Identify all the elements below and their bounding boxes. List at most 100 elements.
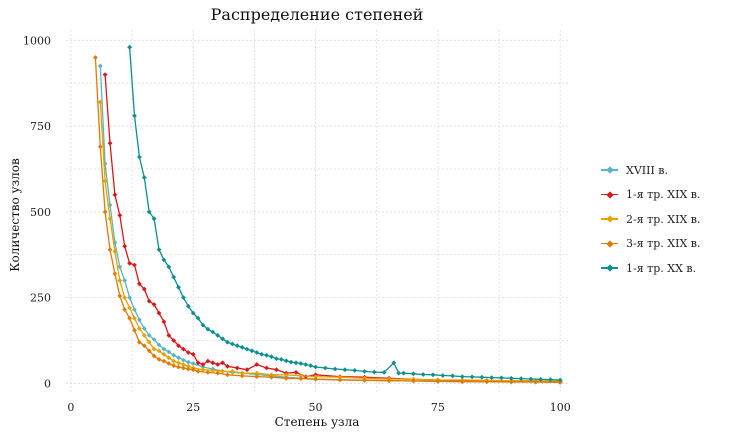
data-point bbox=[430, 372, 436, 378]
data-point bbox=[107, 216, 113, 222]
data-point bbox=[161, 257, 167, 263]
data-point bbox=[137, 281, 142, 287]
data-point bbox=[205, 370, 211, 375]
data-point bbox=[293, 370, 299, 375]
data-point bbox=[435, 379, 441, 384]
data-point bbox=[396, 370, 402, 376]
data-point bbox=[181, 357, 186, 363]
x-tick-label: 75 bbox=[431, 401, 445, 414]
data-point bbox=[141, 326, 147, 331]
data-point bbox=[146, 348, 152, 354]
data-point bbox=[107, 247, 113, 252]
data-point bbox=[200, 322, 206, 328]
data-point bbox=[220, 369, 225, 374]
legend-item: 2-я тр. XIX в. bbox=[601, 207, 731, 232]
data-point bbox=[283, 358, 289, 364]
data-point bbox=[185, 359, 191, 365]
data-point bbox=[269, 374, 274, 380]
data-point bbox=[151, 353, 157, 359]
legend-label: 2-я тр. XIX в. bbox=[626, 212, 701, 226]
data-point bbox=[127, 260, 132, 266]
legend-swatch bbox=[601, 165, 618, 175]
series-layer bbox=[93, 44, 563, 385]
data-point bbox=[220, 360, 225, 366]
data-point bbox=[548, 377, 553, 382]
data-point bbox=[112, 248, 118, 254]
data-point bbox=[254, 362, 260, 367]
data-point bbox=[161, 358, 167, 364]
legend-swatch bbox=[601, 190, 618, 200]
data-point bbox=[332, 366, 338, 372]
series-line bbox=[99, 102, 561, 382]
data-point bbox=[499, 375, 504, 381]
x-tick-label: 0 bbox=[67, 401, 74, 414]
data-point bbox=[303, 362, 309, 367]
data-point bbox=[146, 209, 152, 215]
data-point bbox=[298, 376, 304, 381]
data-point bbox=[264, 352, 269, 358]
data-point bbox=[181, 362, 186, 367]
data-point bbox=[137, 317, 142, 323]
data-point bbox=[185, 350, 191, 355]
data-point bbox=[151, 337, 157, 342]
data-point bbox=[171, 274, 177, 280]
data-point bbox=[386, 378, 392, 384]
legend-item: 1-я тр. XIX в. bbox=[601, 183, 731, 208]
grid-lines bbox=[66, 30, 570, 392]
series-group bbox=[97, 99, 563, 384]
legend-item: XVIII в. bbox=[601, 158, 731, 183]
data-point bbox=[127, 295, 132, 300]
data-point bbox=[371, 369, 377, 375]
y-tick-label: 0 bbox=[44, 377, 51, 390]
data-point bbox=[215, 370, 221, 376]
data-point bbox=[313, 364, 318, 370]
data-point bbox=[278, 357, 284, 362]
legend-swatch bbox=[601, 263, 618, 273]
x-tick-label: 100 bbox=[550, 401, 571, 414]
data-point bbox=[489, 375, 495, 380]
data-point bbox=[259, 351, 265, 357]
data-point bbox=[117, 278, 123, 283]
data-point bbox=[254, 374, 260, 379]
legend-label: 1-я тр. XIX в. bbox=[626, 188, 701, 202]
data-point bbox=[274, 356, 279, 362]
data-point bbox=[244, 367, 250, 373]
data-point bbox=[401, 370, 406, 376]
data-point bbox=[112, 192, 118, 198]
data-point bbox=[313, 374, 318, 379]
data-point bbox=[141, 333, 147, 338]
data-point bbox=[156, 357, 162, 362]
data-point bbox=[132, 113, 137, 119]
data-point bbox=[127, 305, 132, 311]
series-line bbox=[104, 74, 561, 383]
data-point bbox=[308, 363, 314, 368]
data-point bbox=[117, 264, 123, 270]
data-point bbox=[200, 364, 206, 370]
data-point bbox=[127, 315, 132, 321]
data-point bbox=[469, 374, 475, 380]
data-point bbox=[195, 360, 201, 366]
data-point bbox=[205, 358, 211, 364]
data-point bbox=[484, 379, 490, 385]
data-point bbox=[156, 247, 162, 252]
data-point bbox=[518, 376, 524, 381]
data-point bbox=[166, 355, 172, 361]
series-group bbox=[93, 55, 563, 385]
data-point bbox=[195, 369, 201, 374]
data-point bbox=[459, 379, 465, 385]
data-point bbox=[283, 372, 289, 378]
data-point bbox=[322, 365, 328, 371]
x-tick-label: 25 bbox=[186, 401, 200, 414]
data-point bbox=[171, 352, 177, 358]
data-point bbox=[97, 144, 103, 150]
data-point bbox=[450, 373, 455, 379]
data-point bbox=[459, 374, 465, 379]
chart-title: Распределение степеней bbox=[211, 5, 424, 24]
data-point bbox=[508, 375, 514, 381]
data-point bbox=[538, 376, 543, 382]
data-point bbox=[190, 361, 196, 366]
series-line bbox=[128, 47, 561, 381]
data-point bbox=[97, 63, 103, 69]
data-point bbox=[146, 333, 152, 338]
